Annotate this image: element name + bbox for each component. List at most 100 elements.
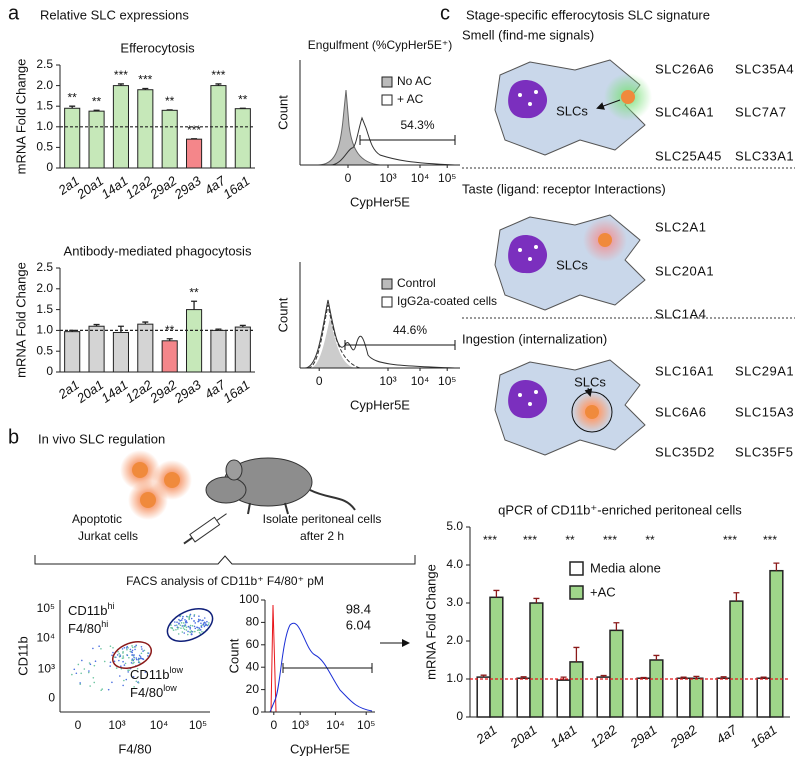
- error-bar: [573, 646, 580, 662]
- bar: [689, 677, 704, 718]
- y-tick-label: 1.5: [36, 302, 53, 316]
- event-dot: [147, 655, 149, 657]
- y-tick-label: 0: [456, 709, 463, 723]
- event-dot: [88, 662, 91, 664]
- event-dot: [189, 613, 192, 616]
- event-dot: [131, 651, 134, 654]
- x-tick-label: 29a1: [627, 722, 660, 751]
- gene-label: SLC29A1: [735, 363, 794, 378]
- bar: [716, 677, 731, 718]
- syringe: [183, 513, 227, 545]
- event-dot: [113, 660, 116, 663]
- x-tick-label: 10⁴: [326, 718, 345, 732]
- event-dot: [198, 627, 201, 630]
- error-bar: [520, 676, 527, 679]
- event-dot: [131, 646, 134, 649]
- event-dot: [197, 626, 199, 629]
- error-bar: [117, 83, 124, 86]
- gate: [112, 641, 152, 669]
- bar: [64, 107, 81, 169]
- y-tick-label: 10³: [38, 662, 55, 676]
- event-dot: [139, 655, 142, 658]
- event-dot: [184, 619, 186, 621]
- histogram-trace: [304, 299, 456, 369]
- error-bar: [720, 676, 727, 679]
- bar: [489, 596, 504, 718]
- event-dot: [121, 648, 124, 650]
- legend-label: Control: [397, 276, 436, 290]
- event-dot: [179, 619, 182, 622]
- event-dot: [178, 618, 180, 621]
- event-dot: [191, 630, 193, 633]
- event-dot: [131, 649, 134, 652]
- event-dot: [206, 620, 208, 623]
- y-tick-label: 2.0: [446, 633, 463, 647]
- event-dot: [204, 624, 207, 627]
- x-tick-label: 29a3: [171, 377, 205, 407]
- gate-value: 6.04: [346, 617, 371, 632]
- event-dot: [135, 644, 137, 647]
- event-dot: [133, 654, 135, 656]
- event-dot: [92, 676, 95, 679]
- event-dot: [183, 632, 186, 634]
- event-dot: [185, 626, 188, 629]
- event-dot: [201, 624, 203, 627]
- event-dot: [181, 631, 184, 633]
- event-dot: [133, 656, 135, 659]
- histogram-trace: [307, 304, 361, 369]
- gate: [344, 340, 456, 350]
- event-dot: [189, 631, 191, 633]
- event-dot: [188, 616, 191, 618]
- event-dot: [176, 621, 178, 623]
- x-tick-label: 12a2: [587, 722, 620, 751]
- bar: [649, 659, 664, 718]
- cell-label: SLCs: [574, 374, 606, 389]
- legend-label: Media alone: [590, 560, 661, 575]
- event-dot: [100, 689, 102, 692]
- gate-label-main: F4/80: [130, 685, 163, 700]
- x-axis-label: CypHer5E: [350, 397, 410, 412]
- significance-label: **: [565, 533, 575, 547]
- gene-label: SLC1A4: [655, 306, 706, 321]
- significance-label: **: [165, 323, 175, 337]
- gene-label: SLC46A1: [655, 104, 714, 119]
- significance-label: **: [68, 90, 78, 104]
- significance-label: ***: [763, 533, 777, 547]
- bar: [161, 109, 178, 169]
- event-dot: [175, 624, 178, 626]
- error-bar: [693, 675, 700, 679]
- y-tick-label: 5.0: [446, 519, 463, 533]
- cell-label: SLCs: [556, 103, 588, 118]
- event-dot: [131, 659, 133, 662]
- event-dot: [100, 647, 102, 650]
- event-dot: [200, 622, 202, 625]
- histogram-trace: [268, 604, 277, 713]
- x-tick-label: 10⁴: [411, 374, 430, 388]
- bar: [137, 323, 154, 373]
- event-dot: [128, 669, 130, 672]
- event-dot: [194, 622, 197, 624]
- event-dot: [127, 671, 129, 673]
- event-dot: [73, 668, 76, 671]
- cell-illustrations: [494, 59, 652, 456]
- error-bar: [653, 654, 660, 660]
- event-dot: [170, 626, 172, 629]
- event-dot: [126, 645, 129, 648]
- event-dot: [185, 620, 188, 622]
- event-dot: [181, 617, 184, 620]
- gate-label-sup: hi: [108, 601, 115, 611]
- annotation: Apoptotic: [72, 512, 122, 526]
- event-dot: [179, 624, 182, 627]
- legend-label: No AC: [397, 74, 432, 88]
- y-tick-label: 0: [48, 691, 55, 705]
- event-dot: [138, 660, 140, 663]
- y-tick-label: 80: [246, 615, 260, 629]
- event-dot: [184, 625, 186, 627]
- apoptotic-cells: [120, 450, 192, 520]
- event-dot: [185, 629, 188, 631]
- significance-label: **: [92, 94, 102, 108]
- event-dot: [143, 649, 146, 652]
- event-dot: [199, 629, 202, 631]
- event-dot: [180, 627, 182, 629]
- significance-label: ***: [523, 533, 537, 547]
